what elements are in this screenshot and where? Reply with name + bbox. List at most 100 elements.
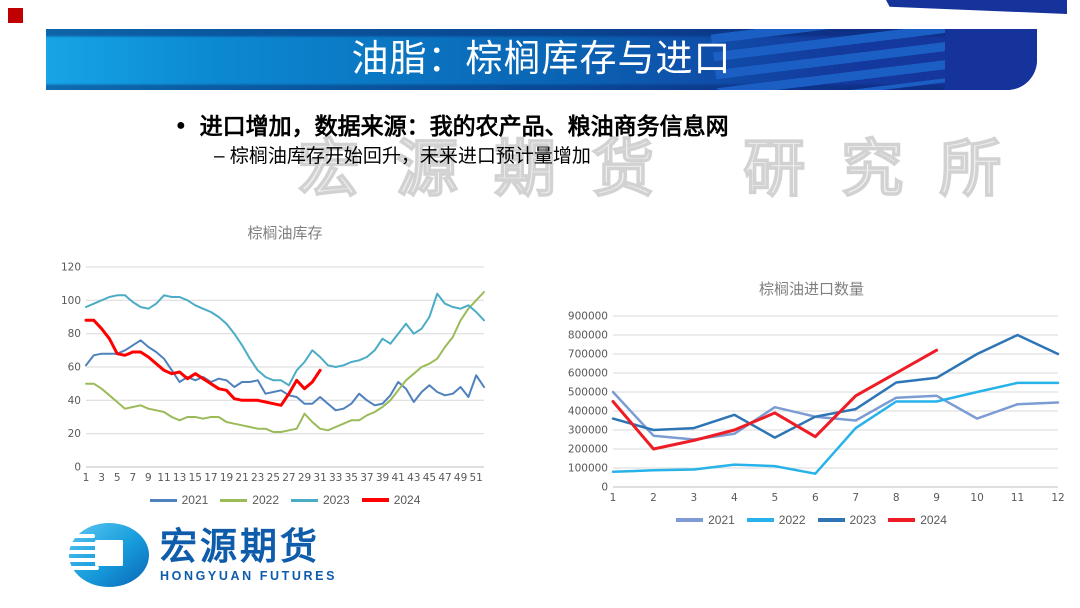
legend-label: 2022 <box>252 493 279 507</box>
legend-label: 2021 <box>708 513 735 527</box>
y-tick-label: 0 <box>74 462 81 474</box>
legend-item-2024: 2024 <box>361 493 421 507</box>
globe-icon <box>62 523 149 587</box>
x-tick-label: 13 <box>173 472 186 484</box>
slide-title: 油脂：棕榈库存与进口 <box>351 39 732 80</box>
x-tick-label: 7 <box>852 492 859 504</box>
legend-label: 2024 <box>393 493 421 507</box>
y-tick-label: 600000 <box>568 368 608 380</box>
legend-swatch <box>676 518 704 522</box>
legend-item-2023: 2023 <box>817 513 877 527</box>
x-tick-label: 27 <box>282 472 295 484</box>
y-tick-label: 900000 <box>568 311 608 323</box>
x-tick-label: 3 <box>691 492 698 504</box>
imports-chart-plot: 0 100000 200000 300000 400000 500000 600000 700… <box>568 311 1065 505</box>
x-tick-label: 39 <box>376 472 389 484</box>
legend-item-2021: 2021 <box>676 513 735 527</box>
x-tick-label: 1 <box>610 492 617 504</box>
x-tick-label: 45 <box>423 472 436 484</box>
x-tick-label: 1 <box>83 472 90 484</box>
legend-swatch <box>746 518 774 522</box>
y-tick-label: 40 <box>68 395 81 407</box>
y-tick-label: 20 <box>68 428 81 440</box>
y-tick-label: 60 <box>68 362 81 374</box>
series-line-2023 <box>611 333 1060 439</box>
legend-swatch <box>291 498 318 502</box>
legend-label: 2021 <box>181 493 209 507</box>
red-square-icon <box>8 8 23 23</box>
x-tick-label: 23 <box>251 472 264 484</box>
inventory-chart: 棕榈油库存 0 20 40 60 80 100 120 1 3 5 7 9 11 13 15 17 19 21 23… <box>60 222 510 507</box>
y-tick-label: 100000 <box>568 463 608 475</box>
series-line-2022 <box>85 291 485 433</box>
legend-label: 2023 <box>323 493 350 507</box>
imports-chart: 棕榈油进口数量 0 100000 200000 300000 400000 500000 6… <box>553 278 1070 527</box>
imports-chart-title: 棕榈油进口数量 <box>758 282 864 298</box>
imports-chart-legend: 2021 2022 2023 2024 <box>553 513 1070 527</box>
x-tick-label: 17 <box>204 472 217 484</box>
y-tick-label: 80 <box>68 328 81 340</box>
x-tick-label: 31 <box>313 472 326 484</box>
legend-label: 2024 <box>920 513 947 527</box>
inventory-chart-title: 棕榈油库存 <box>247 226 323 242</box>
x-tick-label: 43 <box>407 472 420 484</box>
logo-name-en: HONGYUAN FUTURES <box>160 569 338 583</box>
x-tick-label: 3 <box>98 472 105 484</box>
legend-label: 2022 <box>778 513 806 527</box>
inventory-chart-legend: 2021 2022 2023 2024 <box>60 493 510 507</box>
legend-label: 2023 <box>849 513 877 527</box>
x-tick-label: 6 <box>812 492 819 504</box>
x-tick-label: 47 <box>438 472 451 484</box>
x-tick-label: 21 <box>235 472 248 484</box>
y-tick-label: 700000 <box>568 349 608 361</box>
series-line-2024 <box>611 348 939 451</box>
y-tick-label: 200000 <box>568 444 608 456</box>
legend-swatch <box>220 498 248 502</box>
x-tick-label: 51 <box>470 472 483 484</box>
x-tick-label: 5 <box>771 492 778 504</box>
x-tick-label: 9 <box>145 472 152 484</box>
legend-item-2022: 2022 <box>746 513 806 527</box>
y-tick-label: 0 <box>601 482 608 494</box>
y-tick-label: 500000 <box>568 387 608 399</box>
series-line-2023 <box>85 292 485 387</box>
x-tick-label: 41 <box>392 472 405 484</box>
x-tick-label: 37 <box>360 472 373 484</box>
y-tick-label: 300000 <box>568 425 608 437</box>
legend-item-2022: 2022 <box>220 493 279 507</box>
x-tick-label: 4 <box>731 492 738 504</box>
bullet-sub-text: – 棕榈油库存开始回升，未来进口预计量增加 <box>214 146 591 167</box>
company-logo: 宏源期货 HONGYUAN FUTURES <box>62 521 337 589</box>
bullet-main: ● 进口增加，数据来源：我的农产品、粮油商务信息网 <box>176 110 729 142</box>
logo-name-cn: 宏源期货 <box>160 526 320 567</box>
legend-swatch <box>817 518 845 522</box>
x-tick-label: 11 <box>1011 492 1024 504</box>
series-line-2021 <box>85 339 485 412</box>
bullet-dot-icon: ● <box>176 117 186 134</box>
x-tick-label: 49 <box>454 472 467 484</box>
series-line-2024 <box>84 318 322 407</box>
banner-cap-decoration <box>945 29 1037 90</box>
series-line-2022 <box>611 381 1060 475</box>
x-tick-label: 7 <box>129 472 136 484</box>
y-tick-label: 120 <box>61 262 81 274</box>
x-tick-label: 9 <box>933 492 940 504</box>
watermark-text: 宏源期货 研究所 <box>297 134 1038 205</box>
legend-swatch <box>888 518 916 522</box>
x-tick-label: 25 <box>267 472 280 484</box>
legend-item-2023: 2023 <box>291 493 350 507</box>
bullet-main-text: 进口增加，数据来源：我的农产品、粮油商务信息网 <box>199 113 729 139</box>
x-tick-label: 15 <box>189 472 202 484</box>
title-banner: 油脂：棕榈库存与进口 <box>46 29 1037 90</box>
corner-stripe-decoration <box>886 0 1067 14</box>
legend-item-2021: 2021 <box>149 493 209 507</box>
x-tick-label: 35 <box>345 472 358 484</box>
bullet-list: ● 进口增加，数据来源：我的农产品、粮油商务信息网 – 棕榈油库存开始回升，未来… <box>176 110 729 172</box>
legend-swatch <box>149 498 177 502</box>
x-tick-label: 2 <box>650 492 657 504</box>
y-tick-label: 400000 <box>568 406 608 418</box>
series-line-2021 <box>611 390 1060 441</box>
x-tick-label: 11 <box>157 472 170 484</box>
